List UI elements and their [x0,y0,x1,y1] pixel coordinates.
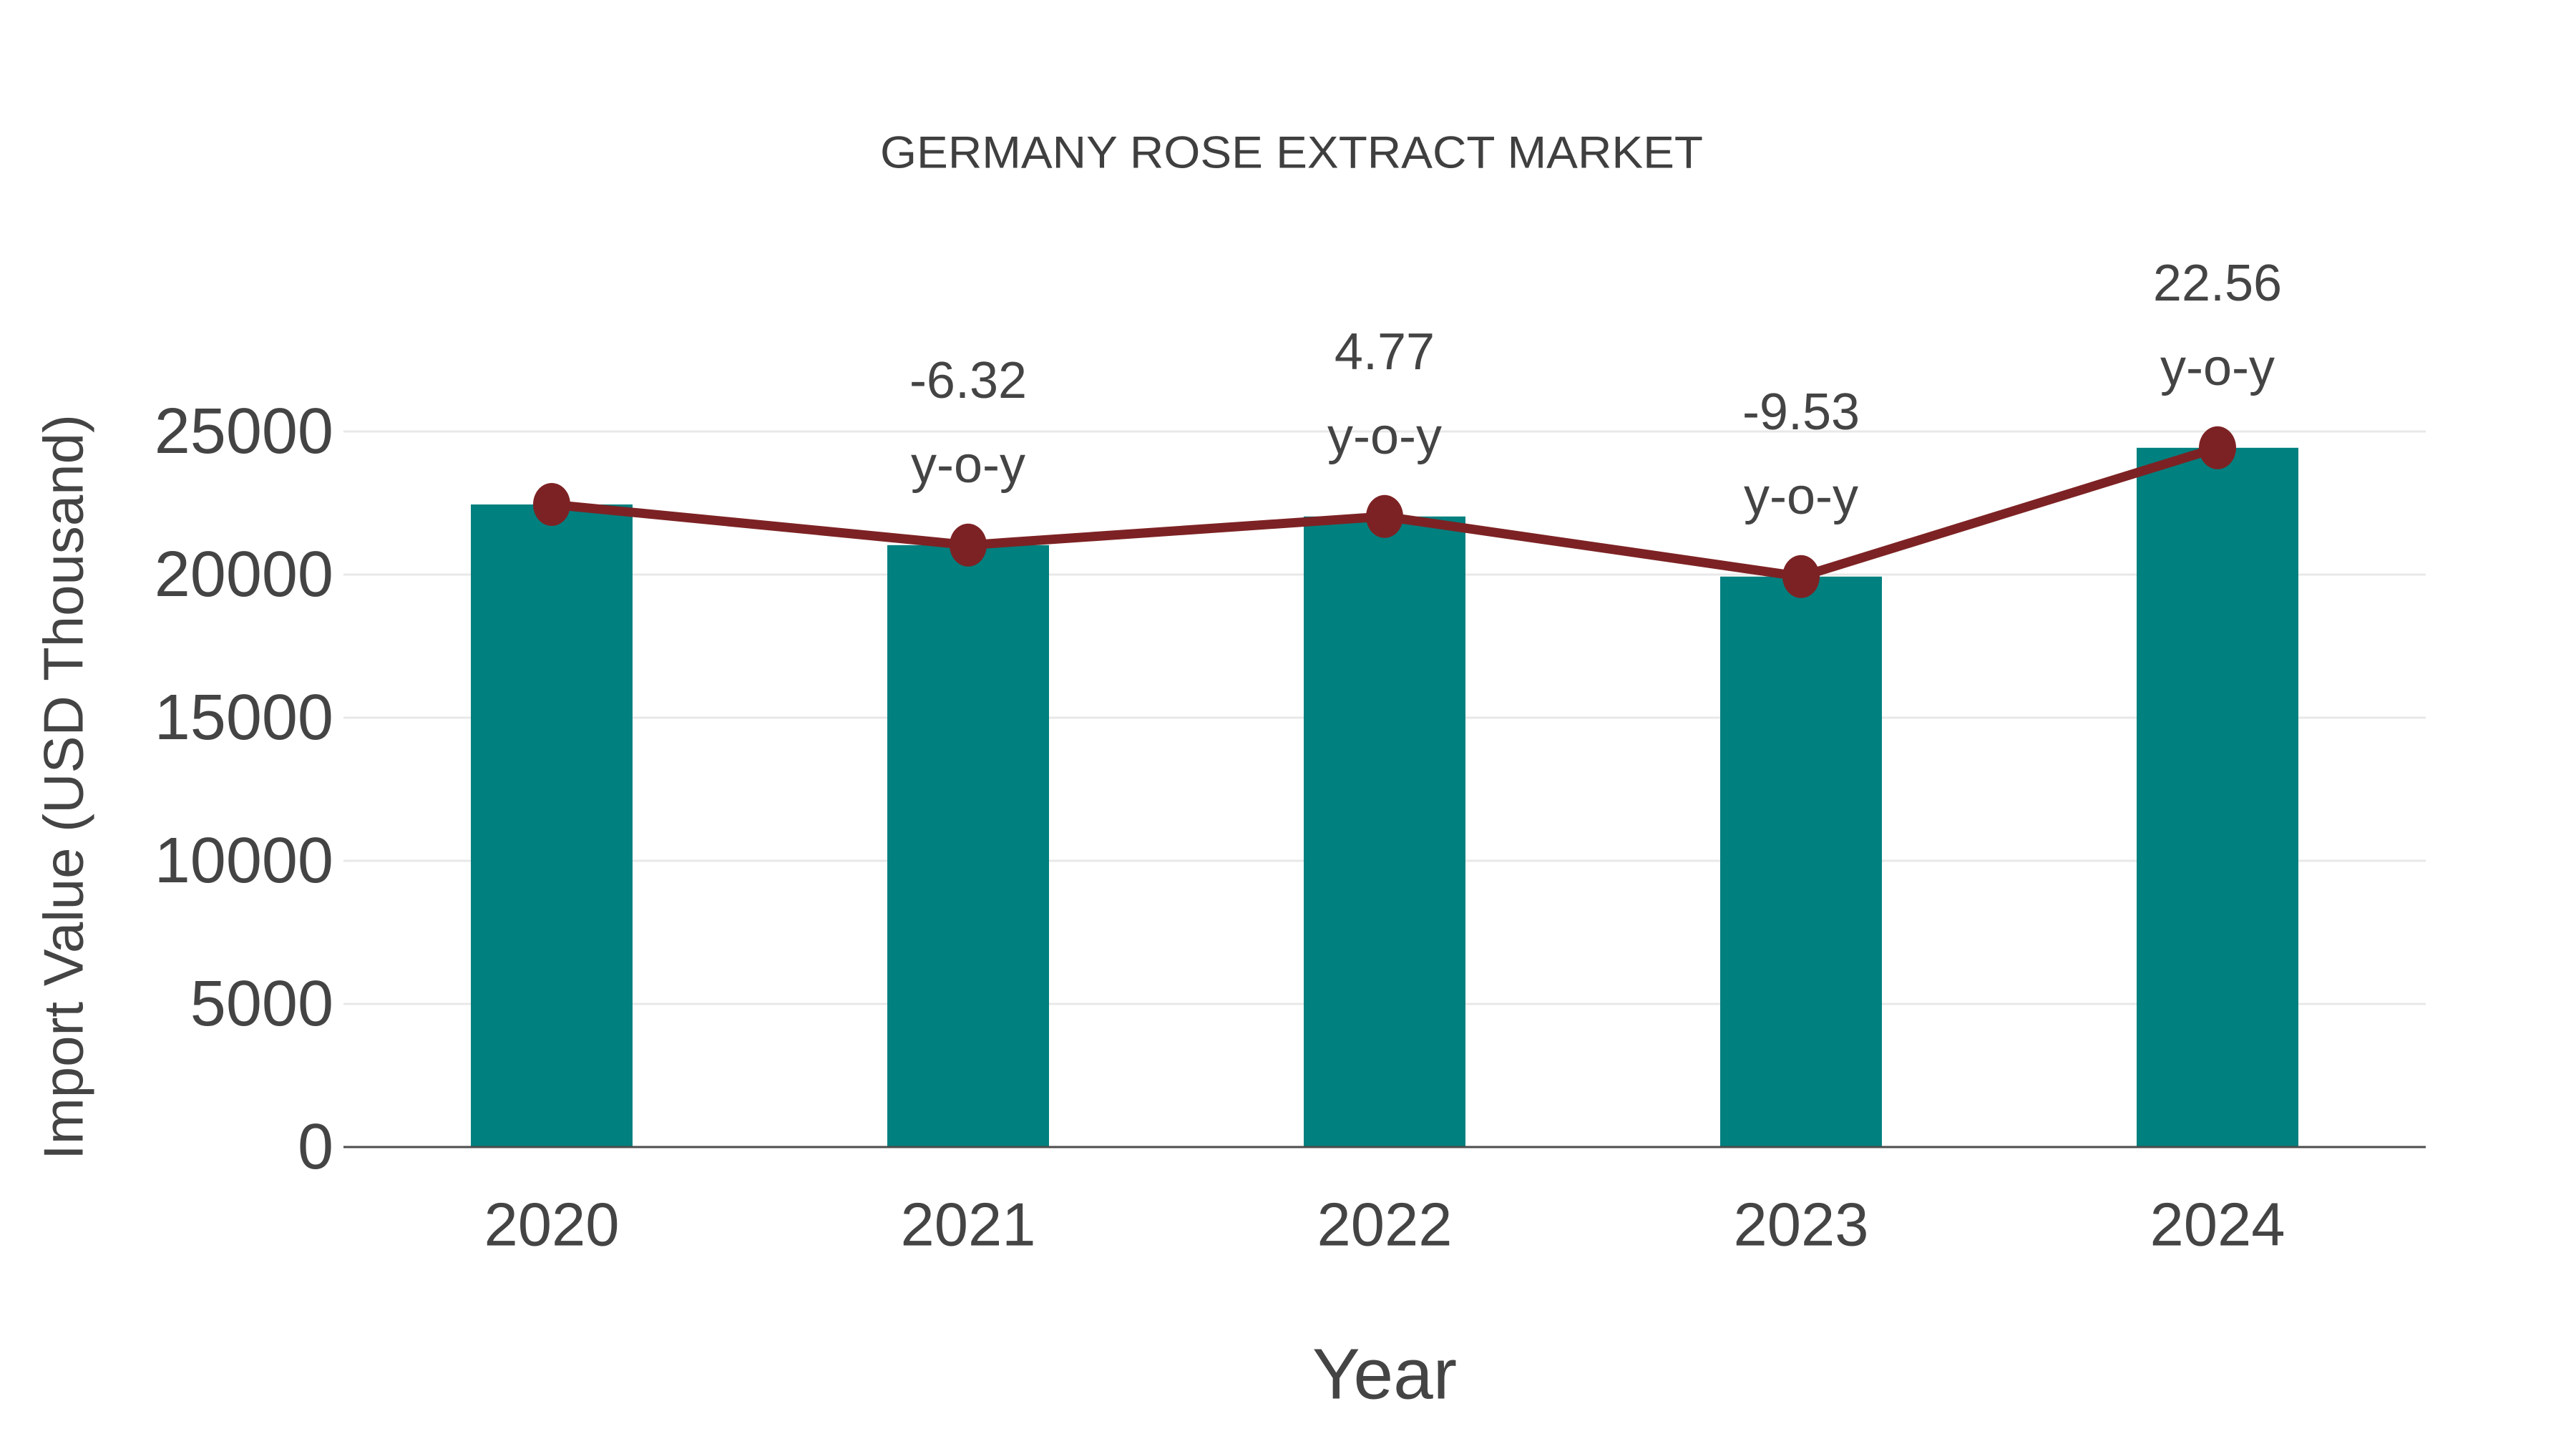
x-tick-label-2020: 2020 [484,1191,619,1259]
annotation-value-2021: -6.32 [909,352,1027,409]
annotation-yoy-2021: y-o-y [911,436,1025,494]
y-axis-tick-labels: 0 5000 10000 15000 20000 25000 [155,396,333,1183]
x-tick-label-2023: 2023 [1733,1191,1868,1259]
trend-marker-2021 [950,523,987,567]
y-tick-label-20000: 20000 [155,539,333,610]
annotation-yoy-2024: y-o-y [2160,339,2275,396]
annotation-value-2024: 22.56 [2153,255,2282,312]
y-tick-label-5000: 5000 [190,968,333,1040]
trend-marker-2024 [2199,426,2236,469]
trend-line-series [533,426,2236,598]
x-axis-tick-labels: 2020 2021 2022 2023 2024 [484,1191,2285,1259]
bar-series [471,447,2298,1147]
y-tick-label-15000: 15000 [155,682,333,753]
trend-marker-2023 [1782,555,1820,598]
bar-2024 [2137,447,2298,1147]
chart-title: GERMANY ROSE EXTRACT MARKET [880,128,1703,178]
trend-marker-2022 [1366,494,1403,538]
annotation-value-2022: 4.77 [1335,323,1435,381]
y-tick-label-10000: 10000 [155,825,333,897]
trend-marker-2020 [533,483,570,526]
bar-2023 [1720,576,1882,1147]
y-tick-label-0: 0 [298,1111,333,1183]
y-tick-label-25000: 25000 [155,396,333,467]
bar-2020 [471,504,633,1147]
yoy-annotations: -6.32 y-o-y 4.77 y-o-y -9.53 y-o-y 22.56 y-o-y [909,255,2282,525]
y-axis-title: Import Value (USD Thousand) [32,414,95,1160]
x-axis-title: Year [1312,1334,1457,1414]
x-tick-label-2022: 2022 [1317,1191,1452,1259]
x-tick-label-2024: 2024 [2150,1191,2285,1259]
x-tick-label-2021: 2021 [900,1191,1035,1259]
annotation-yoy-2023: y-o-y [1744,468,1858,525]
annotation-value-2023: -9.53 [1742,384,1860,441]
bar-2022 [1304,516,1465,1147]
annotation-yoy-2022: y-o-y [1327,408,1442,465]
bar-2021 [887,545,1049,1147]
